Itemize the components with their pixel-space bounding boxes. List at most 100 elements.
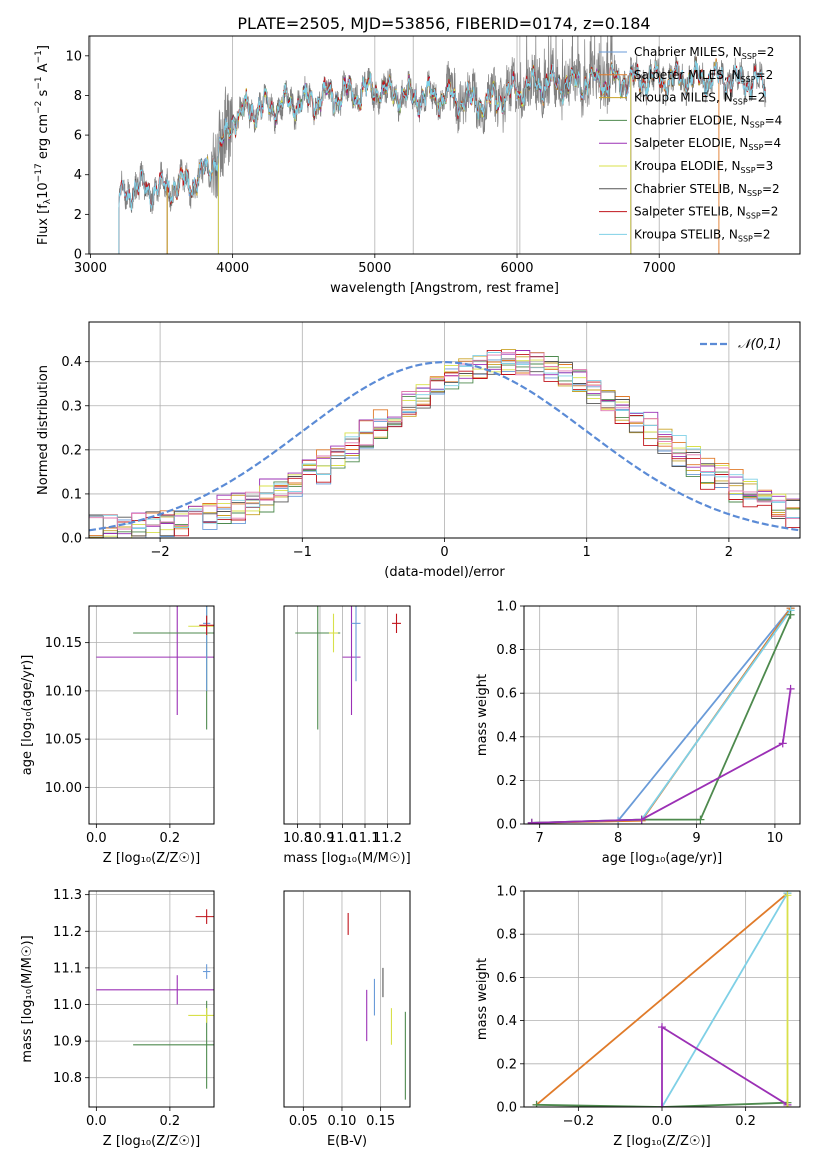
legend-label-sub: SSP bbox=[738, 234, 753, 243]
y-tick-label: 0.0 bbox=[496, 1101, 517, 1116]
y-axis-label: Flux [fλ10−17 erg cm−2 s−1 A−1] bbox=[34, 45, 53, 245]
legend-label-sub: SSP bbox=[741, 75, 756, 84]
y-axis-label-part: −1 bbox=[34, 76, 44, 89]
legend-label: Kroupa MILES, NSSP=2 bbox=[634, 91, 765, 107]
axes-frame bbox=[283, 890, 411, 1108]
legend-label-sub: SSP bbox=[747, 189, 762, 198]
legend-label-n: 2 bbox=[767, 45, 775, 59]
legend-label-n: 2 bbox=[771, 205, 779, 219]
legend-label-text: Salpeter MILES, N bbox=[634, 68, 741, 82]
data-point-marker bbox=[783, 1103, 792, 1107]
y-tick-label: 0.4 bbox=[61, 355, 82, 370]
x-tick-label: −2 bbox=[151, 545, 170, 560]
y-axis-label-part: erg cm bbox=[36, 114, 51, 163]
data-point-marker bbox=[658, 1023, 666, 1032]
legend-label-eq: = bbox=[753, 227, 763, 241]
legend-label-n: 3 bbox=[766, 159, 774, 173]
legend-label-sub: SSP bbox=[733, 98, 748, 107]
legend-label-n: 4 bbox=[775, 113, 783, 127]
axes-frame bbox=[88, 605, 215, 825]
histogram-steps bbox=[89, 350, 800, 538]
normal-distribution-curve bbox=[89, 360, 800, 532]
data-point-marker bbox=[696, 815, 705, 824]
legend-label-eq: = bbox=[756, 159, 766, 173]
axes-frame bbox=[88, 321, 801, 539]
legend-label: Salpeter ELODIE, NSSP=4 bbox=[634, 136, 781, 152]
age-vs-mass-panel: 10.810.911.011.111.2 mass [log₁₀(M/M☉)] bbox=[283, 605, 411, 866]
x-tick-label: 6000 bbox=[500, 261, 533, 276]
legend-label-eq: = bbox=[763, 136, 773, 150]
legend-label: Salpeter MILES, NSSP=2 bbox=[634, 68, 773, 84]
x-tick-label: 11.2 bbox=[373, 831, 402, 846]
mass-weight-line bbox=[536, 1101, 788, 1107]
legend-label-sub: SSP bbox=[750, 120, 765, 129]
y-tick-label: 10.00 bbox=[45, 781, 82, 796]
y-tick-label: 0.1 bbox=[61, 487, 82, 502]
x-tick-label: 0 bbox=[440, 545, 448, 560]
legend-label-sub: SSP bbox=[748, 143, 763, 152]
plot-area bbox=[524, 891, 800, 1107]
model-spectrum-line bbox=[166, 59, 717, 254]
model-spectrum-line bbox=[118, 60, 767, 254]
y-tick-label: 10.10 bbox=[45, 684, 82, 699]
figure-title: PLATE=2505, MJD=53856, FIBERID=0174, z=0… bbox=[237, 14, 650, 33]
legend-label: 𝒩(0,1) bbox=[738, 337, 781, 352]
mass-weight-line bbox=[531, 688, 792, 824]
legend-label-text: Chabrier ELODIE, N bbox=[634, 113, 750, 127]
y-axis-label-part: −1 bbox=[34, 50, 44, 63]
y-tick-label: 11.1 bbox=[53, 961, 82, 976]
y-axis-label-part: −2 bbox=[34, 101, 44, 114]
plot-area bbox=[90, 36, 767, 254]
y-tick-label: 1.0 bbox=[496, 600, 517, 615]
y-tick-label: 10.15 bbox=[45, 636, 82, 651]
axes-frame bbox=[88, 890, 215, 1108]
y-tick-label: 0.6 bbox=[496, 687, 517, 702]
data-point-marker bbox=[527, 818, 536, 824]
legend-label-text: Kroupa MILES, N bbox=[634, 91, 733, 105]
y-tick-label: 0.3 bbox=[61, 399, 82, 414]
y-axis-label-part: ] bbox=[36, 45, 51, 50]
legend-label-eq: = bbox=[765, 113, 775, 127]
x-tick-label: 11.0 bbox=[328, 831, 357, 846]
y-axis-label-part: Flux [f bbox=[36, 204, 51, 245]
mass-vs-extinction-panel: 0.05 0.10 0.15 E(B-V) bbox=[283, 890, 411, 1149]
y-tick-label: 0.8 bbox=[496, 643, 517, 658]
plot-area bbox=[89, 606, 214, 824]
axes-frame bbox=[88, 35, 801, 255]
legend-label-text: Kroupa STELIB, N bbox=[634, 227, 738, 241]
legend-label-text: Kroupa ELODIE, N bbox=[634, 159, 741, 173]
x-tick-label: −1 bbox=[293, 545, 312, 560]
y-tick-label: 0.8 bbox=[496, 928, 517, 943]
data-point-marker bbox=[778, 739, 787, 748]
histogram-steps bbox=[89, 352, 800, 538]
mass-weight-line bbox=[535, 892, 789, 1106]
data-point-marker bbox=[658, 1103, 666, 1107]
x-tick-label: 2 bbox=[725, 545, 733, 560]
legend-label-text: Salpeter ELODIE, N bbox=[634, 136, 748, 150]
x-tick-label: 0.05 bbox=[289, 1114, 318, 1129]
plot-area bbox=[89, 322, 800, 538]
legend-label-n: 2 bbox=[758, 91, 766, 105]
legend-label-text: Chabrier MILES, N bbox=[634, 45, 742, 59]
y-tick-label: 1.0 bbox=[496, 885, 517, 900]
legend-label-eq: = bbox=[756, 68, 766, 82]
y-tick-label: 0 bbox=[74, 248, 82, 263]
mass-weight-vs-metallicity-panel: −0.2 0.0 0.2 0.0 0.2 0.4 0.6 0.8 1.0 Z [log₁₀(Z/Z… bbox=[475, 885, 801, 1149]
y-axis-label: age [log₁₀(age/yr)] bbox=[20, 655, 35, 776]
legend-label-eq: = bbox=[762, 182, 772, 196]
x-tick-label: 10 bbox=[767, 831, 784, 846]
data-point-marker bbox=[532, 1100, 541, 1107]
x-tick-label: 0.2 bbox=[160, 1114, 181, 1129]
legend-label: Kroupa STELIB, NSSP=2 bbox=[634, 227, 771, 243]
x-tick-label: 0.2 bbox=[160, 831, 181, 846]
x-tick-label: 4000 bbox=[216, 261, 249, 276]
x-tick-label: −0.2 bbox=[563, 1114, 595, 1129]
x-tick-label: 3000 bbox=[74, 261, 107, 276]
x-tick-label: 11.1 bbox=[351, 831, 380, 846]
legend-label: Chabrier MILES, NSSP=2 bbox=[634, 45, 774, 61]
y-tick-label: 4 bbox=[74, 168, 82, 183]
y-axis-label-part: A bbox=[36, 63, 51, 76]
x-tick-label: 7 bbox=[536, 831, 544, 846]
